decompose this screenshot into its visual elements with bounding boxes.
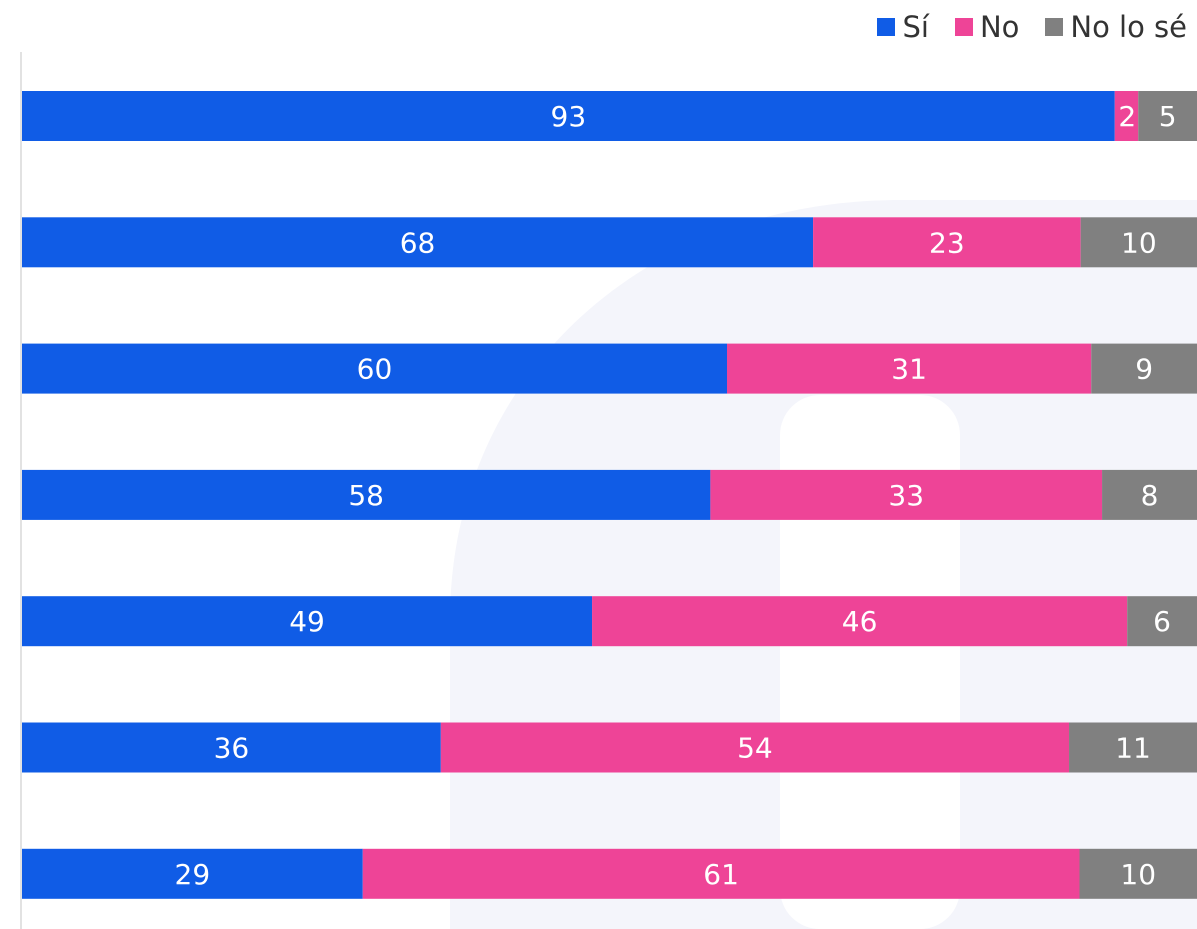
legend-label-no: No	[979, 10, 1020, 44]
bar-si-row-2	[22, 217, 814, 268]
bar-no-row-2	[813, 217, 1081, 268]
data-label-no-lo-se-row-7: 10	[1120, 858, 1156, 891]
legend-swatch-si	[877, 18, 896, 36]
bar-no-lo-se-row-2	[1080, 217, 1197, 268]
data-label-si-row-1: 93	[551, 100, 587, 133]
legend-item-si: Sí	[877, 10, 929, 44]
bar-no-row-7	[362, 848, 1080, 899]
bar-no-lo-se-row-4	[1102, 469, 1197, 520]
data-label-si-row-7: 29	[175, 858, 211, 891]
data-label-no-lo-se-row-4: 8	[1141, 479, 1159, 512]
data-label-no-lo-se-row-1: 5	[1159, 100, 1177, 133]
bar-no-lo-se-row-1	[1138, 91, 1197, 141]
data-label-no-row-7: 61	[703, 858, 739, 891]
data-label-si-row-6: 36	[214, 732, 250, 765]
bar-si-row-1	[22, 91, 1115, 141]
bar-no-row-5	[592, 596, 1128, 647]
data-label-no-row-2: 23	[929, 226, 965, 259]
data-label-si-row-2: 68	[400, 226, 436, 259]
bar-no-lo-se-row-5	[1127, 596, 1197, 647]
legend-swatch-no	[954, 18, 973, 36]
legend-label-no-lo-se: No lo sé	[1070, 10, 1187, 44]
legend-swatch-no-lo-se	[1045, 18, 1064, 36]
data-label-no-row-5: 46	[842, 605, 878, 638]
bar-no-lo-se-row-6	[1069, 722, 1197, 773]
legend-label-si: Sí	[902, 10, 929, 44]
data-label-no-row-3: 31	[891, 353, 927, 386]
data-label-no-lo-se-row-5: 6	[1153, 605, 1171, 638]
data-label-no-row-1: 2	[1118, 100, 1136, 133]
watermark	[450, 200, 1197, 929]
data-label-no-lo-se-row-2: 10	[1121, 226, 1157, 259]
legend-item-no: No	[954, 10, 1020, 44]
data-label-no-lo-se-row-3: 9	[1135, 353, 1153, 386]
bar-si-row-4	[22, 469, 711, 520]
bar-si-row-3	[22, 343, 727, 394]
bar-no-row-6	[440, 722, 1070, 773]
data-label-no-row-6: 54	[737, 732, 773, 765]
data-label-si-row-3: 60	[357, 353, 393, 386]
data-label-no-lo-se-row-6: 11	[1115, 732, 1151, 765]
bar-si-row-6	[22, 722, 441, 773]
bar-no-row-4	[710, 469, 1103, 520]
legend-item-no-lo-se: No lo sé	[1045, 10, 1187, 44]
data-label-si-row-4: 58	[348, 479, 384, 512]
bar-si-row-5	[22, 596, 593, 647]
chart-legend: Sí No No lo sé	[877, 10, 1187, 44]
bar-no-lo-se-row-3	[1091, 343, 1197, 394]
data-label-si-row-5: 49	[289, 605, 325, 638]
bar-no-row-1	[1114, 91, 1139, 141]
bar-no-lo-se-row-7	[1079, 848, 1197, 899]
bar-no-row-3	[727, 343, 1092, 394]
bars-group: 93 2 5 68 23 10 60 31 9 58 33 8 49 46 6 36 54 11 29 61 10	[22, 91, 1197, 899]
data-label-no-row-4: 33	[888, 479, 924, 512]
bar-si-row-7	[22, 848, 363, 899]
